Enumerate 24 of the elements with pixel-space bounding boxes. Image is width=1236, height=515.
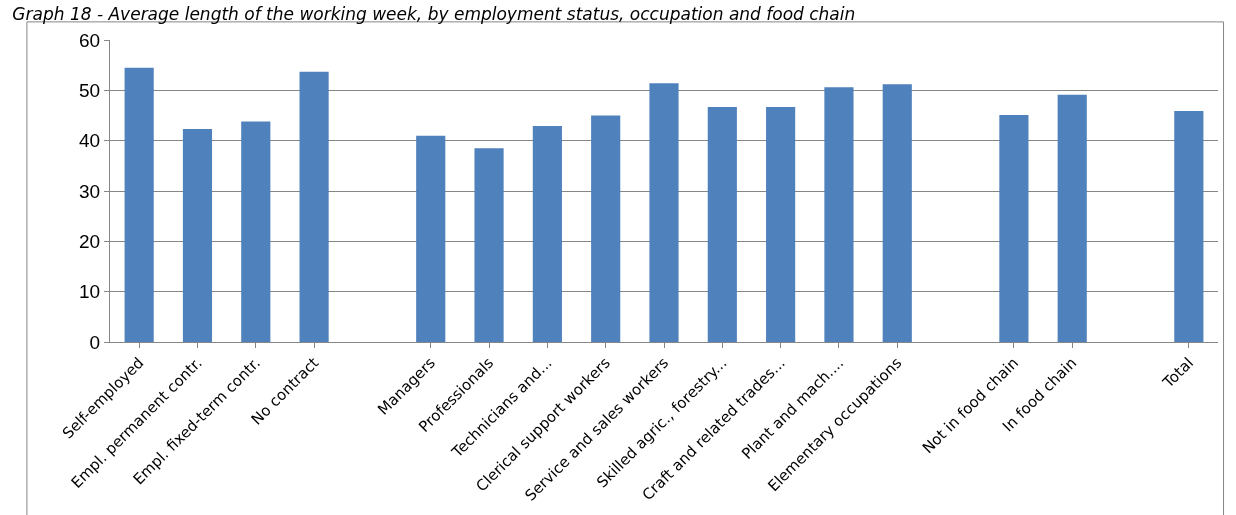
bar xyxy=(1057,94,1087,342)
chart-title: Graph 18 - Average length of the working week, by employment status, occupation and food chain xyxy=(12,3,856,24)
bar xyxy=(1174,110,1204,342)
bar xyxy=(882,84,912,342)
bar xyxy=(591,115,621,342)
bar xyxy=(766,106,796,342)
bar xyxy=(241,121,271,342)
bar xyxy=(999,115,1029,342)
bar xyxy=(474,148,504,342)
y-tick-label: 0 xyxy=(89,331,101,353)
bar xyxy=(299,71,329,342)
bar xyxy=(707,106,737,342)
y-tick-label: 10 xyxy=(79,281,101,303)
bar xyxy=(182,129,213,342)
y-tick-label: 30 xyxy=(79,180,101,202)
bar xyxy=(824,87,854,342)
y-tick-label: 50 xyxy=(79,79,101,101)
bar xyxy=(532,126,562,342)
bar xyxy=(649,83,679,342)
y-tick-label: 40 xyxy=(79,130,101,152)
bar xyxy=(416,135,446,342)
bar xyxy=(124,67,154,342)
y-tick-label: 20 xyxy=(79,230,101,252)
y-tick-label: 60 xyxy=(79,29,101,51)
